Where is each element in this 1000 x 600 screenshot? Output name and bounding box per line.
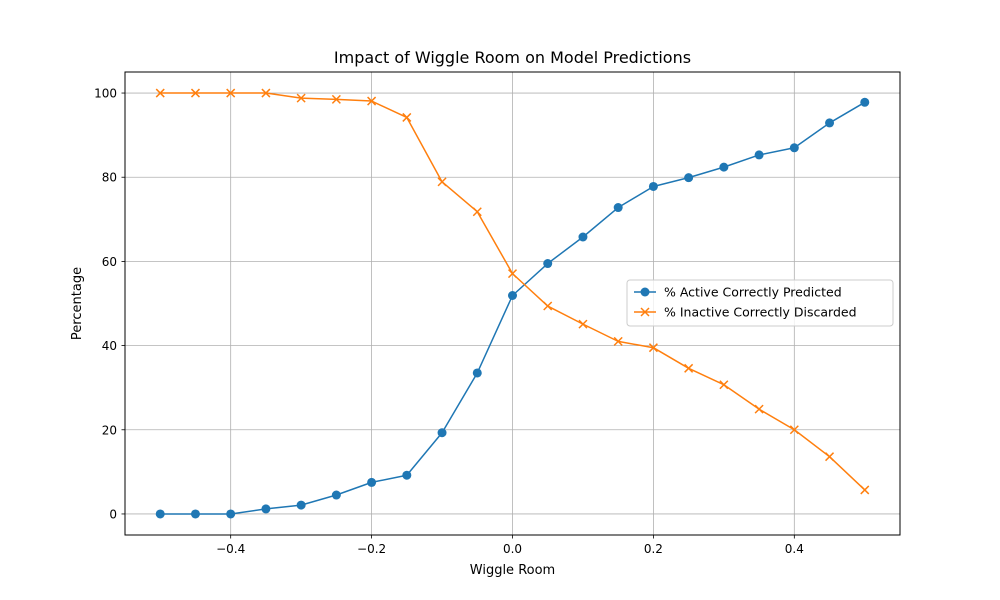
y-axis-label: Percentage <box>70 267 85 340</box>
data-point-inactive <box>190 88 200 98</box>
data-point-active <box>860 97 870 107</box>
data-point-inactive <box>860 485 870 495</box>
data-point-inactive <box>684 363 694 373</box>
data-point-inactive <box>648 343 658 353</box>
series-layer <box>155 88 870 519</box>
data-point-active <box>367 477 377 487</box>
chart-title: Impact of Wiggle Room on Model Predictio… <box>334 48 691 67</box>
data-point-inactive <box>402 112 412 122</box>
data-point-inactive <box>437 177 447 187</box>
data-point-inactive <box>754 404 764 414</box>
x-tick-label: 0.2 <box>644 542 663 556</box>
legend-marker-active <box>640 287 650 297</box>
data-point-active <box>190 509 200 519</box>
data-point-inactive <box>578 319 588 329</box>
data-point-inactive <box>155 88 165 98</box>
axis-ticks: −0.4 −0.2 0.0 0.2 0.4 0 20 40 60 80 100 <box>94 87 804 556</box>
data-point-active <box>648 181 658 191</box>
x-axis-label: Wiggle Room <box>470 563 555 578</box>
y-tick-label: 100 <box>94 87 117 101</box>
legend: % Active Correctly Predicted % Inactive … <box>626 279 894 327</box>
data-point-active <box>508 291 517 301</box>
data-point-inactive <box>261 88 271 98</box>
data-point-active <box>226 509 236 519</box>
data-point-active <box>261 504 271 514</box>
data-point-inactive <box>472 207 482 217</box>
y-tick-label: 0 <box>109 507 117 521</box>
data-point-active <box>684 173 694 183</box>
y-tick-label: 20 <box>102 423 117 437</box>
data-point-active <box>437 428 447 438</box>
data-point-active <box>754 150 764 160</box>
x-tick-label: −0.4 <box>216 542 245 556</box>
data-point-inactive <box>613 336 623 346</box>
legend-label-inactive: % Inactive Correctly Discarded <box>664 305 857 320</box>
legend-marker-inactive <box>640 307 650 317</box>
data-point-active <box>296 500 306 510</box>
legend-box <box>626 279 894 327</box>
data-point-inactive <box>226 88 236 98</box>
y-tick-label: 80 <box>102 171 117 185</box>
data-point-active <box>402 470 412 480</box>
data-point-inactive <box>296 93 306 103</box>
data-point-active <box>789 143 799 153</box>
data-point-inactive <box>331 94 341 104</box>
legend-label-active: % Active Correctly Predicted <box>664 285 842 300</box>
data-point-active <box>578 232 588 242</box>
data-point-active <box>543 259 553 269</box>
data-point-inactive <box>719 380 729 390</box>
data-point-inactive <box>543 301 553 311</box>
data-point-inactive <box>507 269 518 279</box>
y-tick-label: 60 <box>102 255 117 269</box>
data-point-active <box>472 368 482 378</box>
data-point-active <box>825 118 835 128</box>
y-tick-label: 40 <box>102 339 117 353</box>
data-point-inactive <box>789 425 799 435</box>
data-point-active <box>331 490 341 500</box>
x-tick-label: 0.0 <box>503 542 522 556</box>
data-point-active <box>613 203 623 213</box>
data-point-active <box>155 509 165 519</box>
data-point-inactive <box>367 96 377 106</box>
data-point-active <box>719 162 729 172</box>
data-point-inactive <box>825 452 835 462</box>
x-tick-label: −0.2 <box>357 542 386 556</box>
x-tick-label: 0.4 <box>785 542 804 556</box>
